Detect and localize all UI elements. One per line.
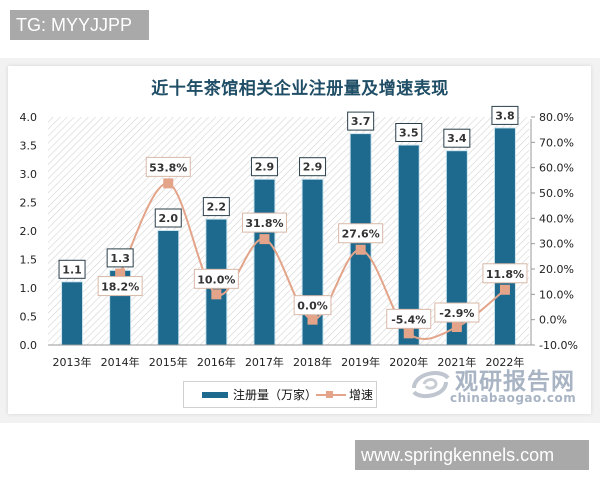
svg-text:60.0%: 60.0% (539, 162, 574, 175)
line-data-labels: 18.2% 53.8% 10.0% 31.8% 0.0% 27.6% -5.4% -2.9% 1… (97, 156, 528, 329)
svg-text:3.7: 3.7 (351, 115, 371, 128)
svg-text:2.9: 2.9 (255, 161, 275, 174)
svg-text:53.8%: 53.8% (149, 161, 187, 174)
svg-text:2022年: 2022年 (485, 355, 524, 369)
svg-text:1.5: 1.5 (20, 254, 38, 267)
svg-text:0.0: 0.0 (20, 339, 38, 352)
chart-title: 近十年茶馆相关企业注册量及增速表现 (151, 79, 449, 99)
svg-text:2013年: 2013年 (53, 355, 92, 369)
svg-text:1.3: 1.3 (110, 252, 130, 265)
svg-text:3.0: 3.0 (20, 168, 38, 181)
svg-text:2015年: 2015年 (149, 355, 188, 369)
logo-domain: chinabaogao.com (450, 391, 577, 405)
svg-text:3.8: 3.8 (495, 109, 515, 122)
svg-text:40.0%: 40.0% (539, 212, 574, 225)
svg-text:2.5: 2.5 (20, 197, 38, 210)
logo-chinese-name: 观研报告网 (455, 369, 575, 395)
svg-text:18.2%: 18.2% (101, 281, 139, 294)
svg-text:2.0: 2.0 (20, 225, 38, 238)
svg-text:2018年: 2018年 (293, 355, 332, 369)
svg-text:30.0%: 30.0% (539, 238, 574, 251)
svg-text:0.0%: 0.0% (297, 300, 328, 313)
svg-text:4.0: 4.0 (20, 111, 38, 124)
chart-legend: 注册量（万家） 增速 (183, 381, 377, 408)
watermark-top: TG: MYYJJPP (10, 10, 149, 40)
svg-text:80.0%: 80.0% (539, 111, 574, 124)
bar-swatch-icon (202, 391, 228, 398)
svg-text:27.6%: 27.6% (342, 228, 380, 241)
legend-item-bars: 注册量（万家） (202, 386, 317, 403)
svg-text:2014年: 2014年 (101, 355, 140, 369)
svg-text:2019年: 2019年 (341, 355, 380, 369)
svg-text:1.0: 1.0 (20, 282, 38, 295)
line-marker-swatch-icon (316, 390, 346, 400)
svg-text:3.5: 3.5 (399, 127, 419, 140)
svg-text:10.0%: 10.0% (539, 288, 574, 301)
svg-text:-10.0%: -10.0% (539, 339, 578, 352)
legend-bar-label: 注册量（万家） (233, 388, 318, 402)
right-y-axis: -10.0% 0.0% 10.0% 20.0% 30.0% 40.0% 50.0% 60.0%… (530, 111, 578, 352)
svg-text:2020年: 2020年 (389, 355, 428, 369)
left-y-axis: 0.0 0.5 1.0 1.5 2.0 2.5 3.0 3.5 4.0 (20, 111, 38, 352)
svg-text:2016年: 2016年 (197, 355, 236, 369)
svg-text:2017年: 2017年 (245, 355, 284, 369)
svg-text:2.0: 2.0 (159, 212, 179, 225)
svg-text:1.1: 1.1 (62, 263, 82, 276)
svg-text:0.5: 0.5 (20, 311, 38, 324)
svg-text:11.8%: 11.8% (486, 268, 524, 281)
svg-text:50.0%: 50.0% (539, 187, 574, 200)
svg-text:31.8%: 31.8% (245, 217, 283, 230)
legend-item-line: 增速 (316, 386, 373, 403)
chinabaogao-logo: 观研报告网 chinabaogao.com (410, 360, 590, 410)
swirl-logo-icon (412, 371, 450, 399)
svg-text:70.0%: 70.0% (539, 136, 574, 149)
svg-text:2021年: 2021年 (437, 355, 476, 369)
svg-text:20.0%: 20.0% (539, 263, 574, 276)
watermark-bottom: www.springkennels.com (355, 440, 589, 470)
svg-text:3.5: 3.5 (20, 140, 38, 153)
svg-text:-2.9%: -2.9% (439, 307, 474, 320)
svg-text:2.9: 2.9 (303, 161, 323, 174)
svg-text:3.4: 3.4 (447, 132, 467, 145)
svg-text:10.0%: 10.0% (197, 273, 235, 286)
svg-text:-5.4%: -5.4% (391, 313, 426, 326)
legend-line-label: 增速 (349, 388, 374, 402)
svg-text:0.0%: 0.0% (539, 314, 567, 327)
bar-data-labels: 1.1 1.3 2.0 2.2 2.9 2.9 3.7 3.5 3.4 3.8 (58, 105, 519, 279)
x-axis: 2013年 2014年 2015年 2016年 2017年 2018年 2019年 2020年… (48, 344, 531, 369)
svg-text:2.2: 2.2 (207, 201, 227, 214)
